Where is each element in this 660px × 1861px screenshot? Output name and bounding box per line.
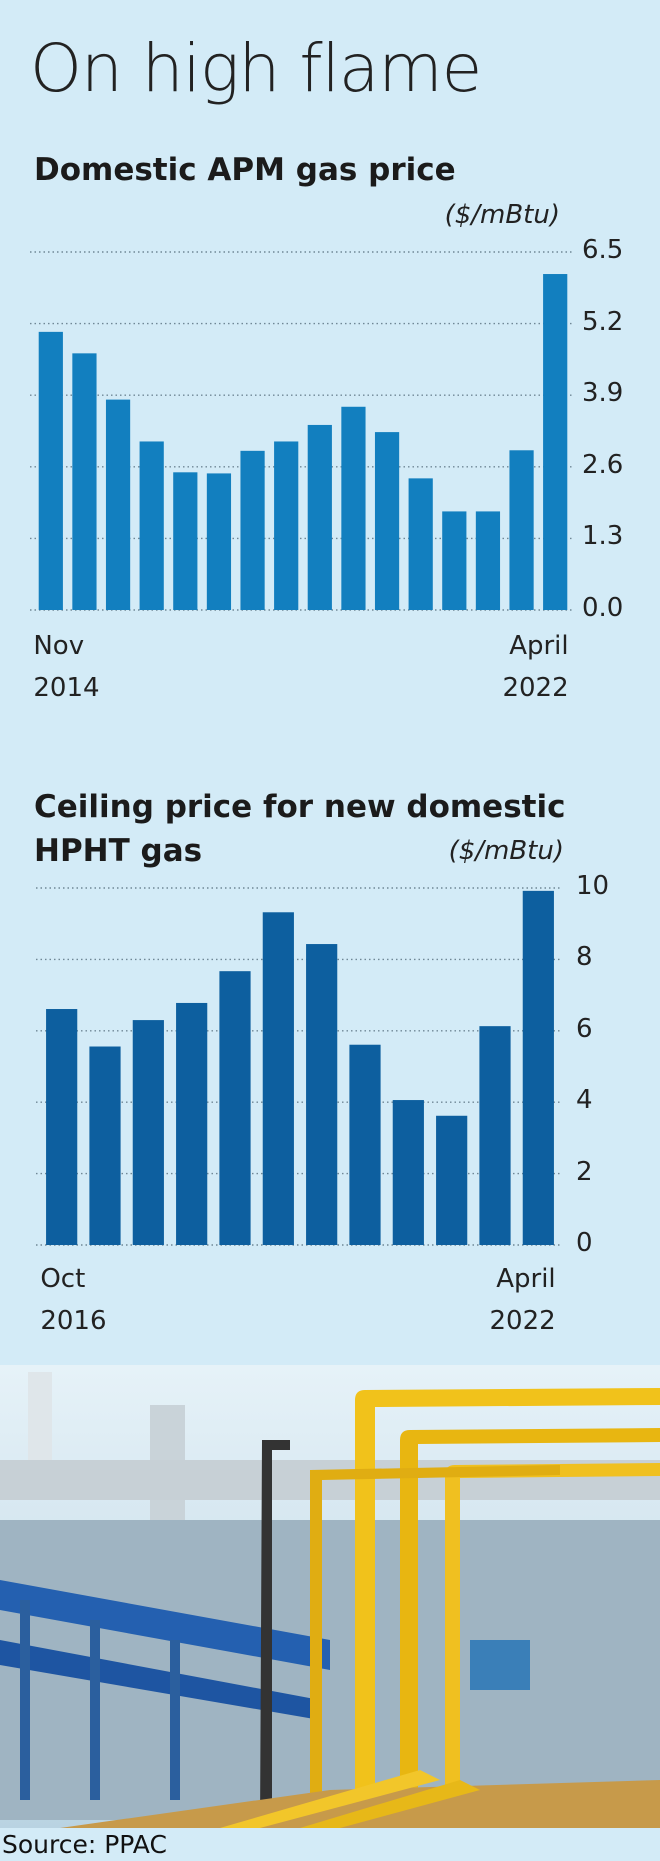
bar bbox=[306, 944, 338, 1245]
bar bbox=[522, 890, 554, 1245]
bar bbox=[349, 1044, 381, 1245]
bar bbox=[479, 1026, 511, 1245]
bar bbox=[89, 1046, 121, 1245]
y-tick-label: 10 bbox=[576, 871, 610, 901]
x-tick-label: Nov 2014 bbox=[33, 631, 100, 703]
bar bbox=[436, 1115, 468, 1245]
bar bbox=[176, 1002, 208, 1245]
bar bbox=[408, 478, 433, 610]
y-tick-label: 1.3 bbox=[582, 521, 624, 552]
bar bbox=[72, 353, 97, 610]
y-tick-label: 3.9 bbox=[582, 378, 624, 409]
bar bbox=[240, 450, 265, 610]
photo bbox=[0, 1365, 660, 1828]
x-tick-label: Oct 2016 bbox=[40, 1264, 107, 1336]
bar bbox=[219, 971, 251, 1245]
main-title: On high flame bbox=[30, 30, 482, 107]
bar bbox=[442, 511, 467, 610]
x-tick-label: April 2022 bbox=[489, 1264, 556, 1336]
bar bbox=[173, 472, 198, 610]
y-tick-label: 0.0 bbox=[582, 593, 624, 623]
chart-title: Domestic APM gas price bbox=[34, 152, 456, 188]
y-tick-label: 8 bbox=[576, 942, 593, 973]
bar bbox=[262, 912, 294, 1245]
bar bbox=[307, 424, 332, 610]
y-tick-label: 2.6 bbox=[582, 449, 624, 480]
bar bbox=[105, 399, 131, 610]
bar bbox=[38, 331, 63, 610]
y-tick-label: 5.2 bbox=[582, 306, 624, 337]
bar bbox=[374, 432, 400, 610]
bar bbox=[392, 1100, 424, 1245]
chart-title: Ceiling price for new domestic HPHT gas bbox=[34, 789, 566, 869]
unit-label: ($/mBtu) bbox=[444, 200, 560, 230]
source: Source: PPAC bbox=[2, 1830, 167, 1859]
bar bbox=[139, 441, 164, 610]
y-tick-label: 4 bbox=[576, 1085, 593, 1116]
y-tick-label: 0 bbox=[576, 1228, 593, 1258]
x-tick-label: April 2022 bbox=[502, 631, 569, 703]
bar bbox=[46, 1009, 78, 1245]
bar bbox=[475, 511, 501, 610]
bar bbox=[274, 441, 299, 610]
bar bbox=[341, 406, 366, 610]
y-tick-label: 6 bbox=[576, 1013, 593, 1044]
bar bbox=[543, 274, 568, 610]
unit-label: ($/mBtu) bbox=[448, 836, 564, 866]
bar bbox=[509, 450, 534, 610]
y-tick-label: 6.5 bbox=[582, 235, 624, 265]
y-tick-label: 2 bbox=[576, 1156, 593, 1187]
bar bbox=[132, 1020, 164, 1245]
bar bbox=[206, 473, 232, 610]
